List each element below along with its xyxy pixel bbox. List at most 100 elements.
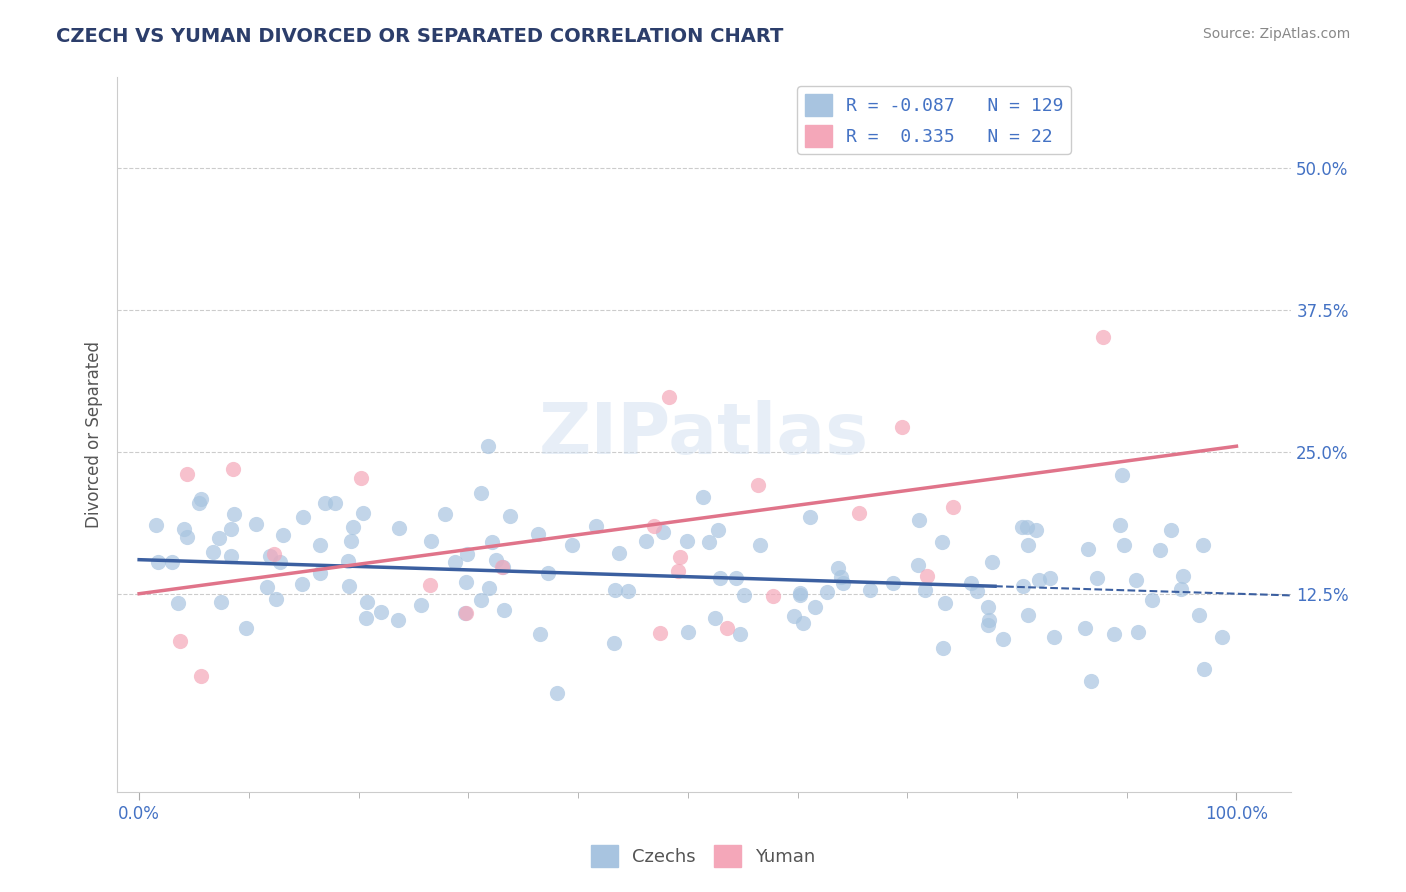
Yuman: [1092, 329, 1115, 343]
Czechs: [976, 599, 998, 614]
Text: CZECH VS YUMAN DIVORCED OR SEPARATED CORRELATION CHART: CZECH VS YUMAN DIVORCED OR SEPARATED COR…: [56, 27, 783, 45]
Czechs: [707, 523, 730, 537]
Yuman: [190, 669, 212, 683]
Yuman: [848, 506, 870, 520]
Czechs: [1102, 626, 1125, 640]
Czechs: [173, 522, 195, 536]
Czechs: [676, 625, 699, 640]
Czechs: [444, 555, 467, 569]
Czechs: [1017, 520, 1039, 534]
Czechs: [1085, 571, 1108, 585]
Czechs: [1211, 630, 1233, 644]
Czechs: [561, 538, 583, 552]
Czechs: [292, 510, 315, 524]
Czechs: [245, 516, 267, 531]
Yuman: [176, 467, 198, 482]
Yuman: [915, 569, 938, 583]
Czechs: [291, 577, 314, 591]
Czechs: [456, 548, 478, 562]
Legend: Czechs, Yuman: Czechs, Yuman: [583, 838, 823, 874]
Czechs: [264, 591, 287, 606]
Czechs: [1111, 467, 1133, 482]
Czechs: [1149, 543, 1171, 558]
Czechs: [219, 549, 242, 563]
Czechs: [603, 582, 626, 597]
Czechs: [370, 605, 392, 619]
Czechs: [145, 518, 167, 533]
Czechs: [271, 527, 294, 541]
Czechs: [387, 613, 409, 627]
Czechs: [1126, 625, 1149, 640]
Czechs: [815, 585, 838, 599]
Czechs: [789, 588, 811, 602]
Czechs: [724, 571, 747, 585]
Czechs: [728, 626, 751, 640]
Czechs: [546, 686, 568, 700]
Czechs: [470, 485, 492, 500]
Czechs: [337, 579, 360, 593]
Czechs: [634, 533, 657, 548]
Czechs: [478, 581, 501, 595]
Czechs: [166, 596, 188, 610]
Czechs: [342, 520, 364, 534]
Czechs: [498, 509, 520, 524]
Czechs: [259, 549, 281, 563]
Czechs: [454, 607, 477, 621]
Czechs: [222, 507, 245, 521]
Czechs: [202, 545, 225, 559]
Czechs: [831, 576, 853, 591]
Czechs: [603, 635, 626, 649]
Yuman: [658, 390, 681, 404]
Czechs: [907, 558, 929, 572]
Czechs: [308, 538, 330, 552]
Czechs: [931, 641, 953, 656]
Czechs: [219, 522, 242, 536]
Czechs: [269, 555, 291, 569]
Yuman: [650, 626, 672, 640]
Czechs: [908, 513, 931, 527]
Czechs: [733, 588, 755, 602]
Czechs: [1017, 538, 1039, 552]
Yuman: [419, 578, 441, 592]
Czechs: [704, 611, 727, 625]
Czechs: [675, 534, 697, 549]
Czechs: [529, 627, 551, 641]
Czechs: [697, 535, 720, 549]
Czechs: [190, 491, 212, 506]
Czechs: [314, 496, 336, 510]
Czechs: [827, 560, 849, 574]
Text: Source: ZipAtlas.com: Source: ZipAtlas.com: [1202, 27, 1350, 41]
Czechs: [1140, 593, 1163, 607]
Czechs: [1074, 621, 1097, 635]
Czechs: [325, 495, 347, 509]
Czechs: [991, 632, 1014, 646]
Czechs: [792, 616, 814, 631]
Czechs: [526, 526, 548, 541]
Czechs: [652, 524, 675, 539]
Czechs: [830, 570, 852, 584]
Czechs: [1025, 523, 1047, 537]
Czechs: [420, 533, 443, 548]
Czechs: [146, 555, 169, 569]
Yuman: [942, 500, 965, 514]
Czechs: [966, 584, 988, 599]
Yuman: [891, 419, 914, 434]
Yuman: [747, 477, 769, 491]
Y-axis label: Divorced or Separated: Divorced or Separated: [86, 342, 103, 528]
Czechs: [340, 534, 363, 549]
Czechs: [388, 521, 411, 535]
Czechs: [934, 596, 956, 610]
Czechs: [1188, 607, 1211, 622]
Yuman: [643, 518, 665, 533]
Czechs: [1028, 573, 1050, 587]
Czechs: [356, 595, 378, 609]
Czechs: [931, 535, 953, 549]
Yuman: [762, 589, 785, 603]
Czechs: [709, 570, 731, 584]
Czechs: [354, 611, 377, 625]
Czechs: [235, 621, 257, 635]
Yuman: [263, 547, 285, 561]
Czechs: [748, 538, 770, 552]
Czechs: [256, 580, 278, 594]
Czechs: [960, 576, 983, 591]
